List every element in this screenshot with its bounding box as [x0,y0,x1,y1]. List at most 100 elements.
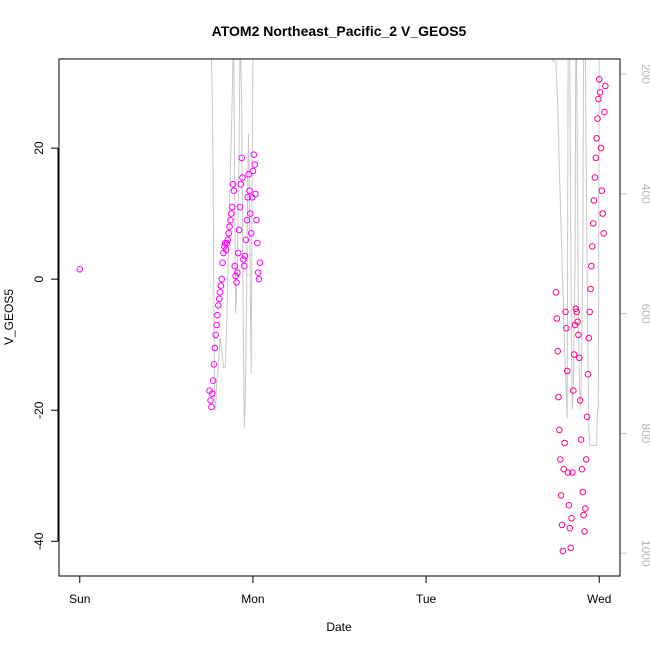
data-point [595,95,602,103]
data-point [245,171,252,178]
data-point [218,275,226,283]
data-point [589,220,597,227]
chart-title: ATOM2 Northeast_Pacific_2 V_GEOS5 [212,23,467,39]
data-point [214,311,221,319]
data-point [235,226,243,234]
data-point [574,318,581,326]
data-point [570,387,577,394]
data-point [213,321,220,329]
y2-tick-label: 800 [639,423,650,443]
data-point [238,154,245,162]
data-point [229,180,237,188]
y2-tick-label: 400 [639,184,650,204]
data-point [241,262,248,270]
data-point [581,528,588,535]
x-tick-label: Wed [587,592,611,606]
x-axis-label: Date [326,620,352,634]
axes-layer: -40 -20 0 20 Sun Mon Tue Wed 200 400 600 800 1000 [32,64,650,606]
data-point [223,239,231,247]
data-point [247,230,255,237]
pressure-line [209,58,254,428]
data-point [246,187,253,194]
data-point [557,456,564,463]
data-point [564,469,572,476]
data-point [210,361,218,368]
data-point [592,154,600,162]
x-tick-label: Sun [69,592,90,606]
data-point [233,279,240,286]
data-point [253,239,261,247]
data-point [225,230,232,237]
y-axis-label: V_GEOS5 [2,289,16,345]
data-point [585,334,593,342]
data-point [230,187,238,194]
data-point [209,377,217,385]
data-point [237,180,245,188]
data-point [553,315,561,322]
data-point [227,216,234,224]
data-point [565,501,573,509]
data-point [599,210,607,217]
data-point [224,236,232,244]
data-point [555,393,562,401]
data-point [552,289,560,296]
data-point [567,544,575,552]
data-point [252,190,259,198]
data-point [593,135,600,142]
pressure-line-layer [209,58,600,446]
points-layer [76,76,609,555]
data-point [217,282,225,290]
data-point [584,370,592,378]
data-point [226,223,233,230]
data-point [579,488,587,496]
data-point [590,197,598,204]
data-point [240,256,247,263]
data-point [583,413,591,421]
data-point [602,82,609,90]
x-tick-label: Mon [241,592,264,606]
data-point [244,194,251,201]
data-point [76,266,84,273]
data-point [577,436,585,444]
data-point [208,390,216,398]
data-point [563,367,571,375]
data-point [587,285,594,293]
y-tick-label: 20 [32,141,46,155]
data-point [212,331,219,339]
data-point [568,515,575,522]
data-point [594,115,601,122]
data-point [219,259,226,267]
data-point [215,302,222,309]
data-point [597,144,605,152]
data-point [256,259,264,267]
data-point [216,289,224,296]
data-point [249,167,257,175]
data-point [589,243,596,250]
data-point [557,492,565,499]
y2-tick-label: 200 [639,64,650,84]
data-point [231,262,238,270]
data-point [576,354,583,362]
data-point [251,161,258,168]
pressure-line [538,58,600,446]
data-point [586,308,594,316]
data-point [254,269,262,276]
x-tick-label: Tue [416,592,437,606]
y2-tick-label: 600 [639,304,650,324]
data-point [600,230,607,237]
data-point [207,397,214,404]
data-point [591,174,599,181]
data-point [239,174,246,181]
data-point [575,331,582,339]
data-point [215,295,223,303]
data-point [596,89,604,96]
data-point [234,269,241,276]
data-point [588,262,595,270]
data-point [572,305,580,313]
data-point [228,203,236,211]
y-tick-label: -20 [32,401,46,419]
data-point [232,272,239,280]
data-point [236,203,244,211]
data-point [255,275,263,283]
data-point [582,505,589,512]
